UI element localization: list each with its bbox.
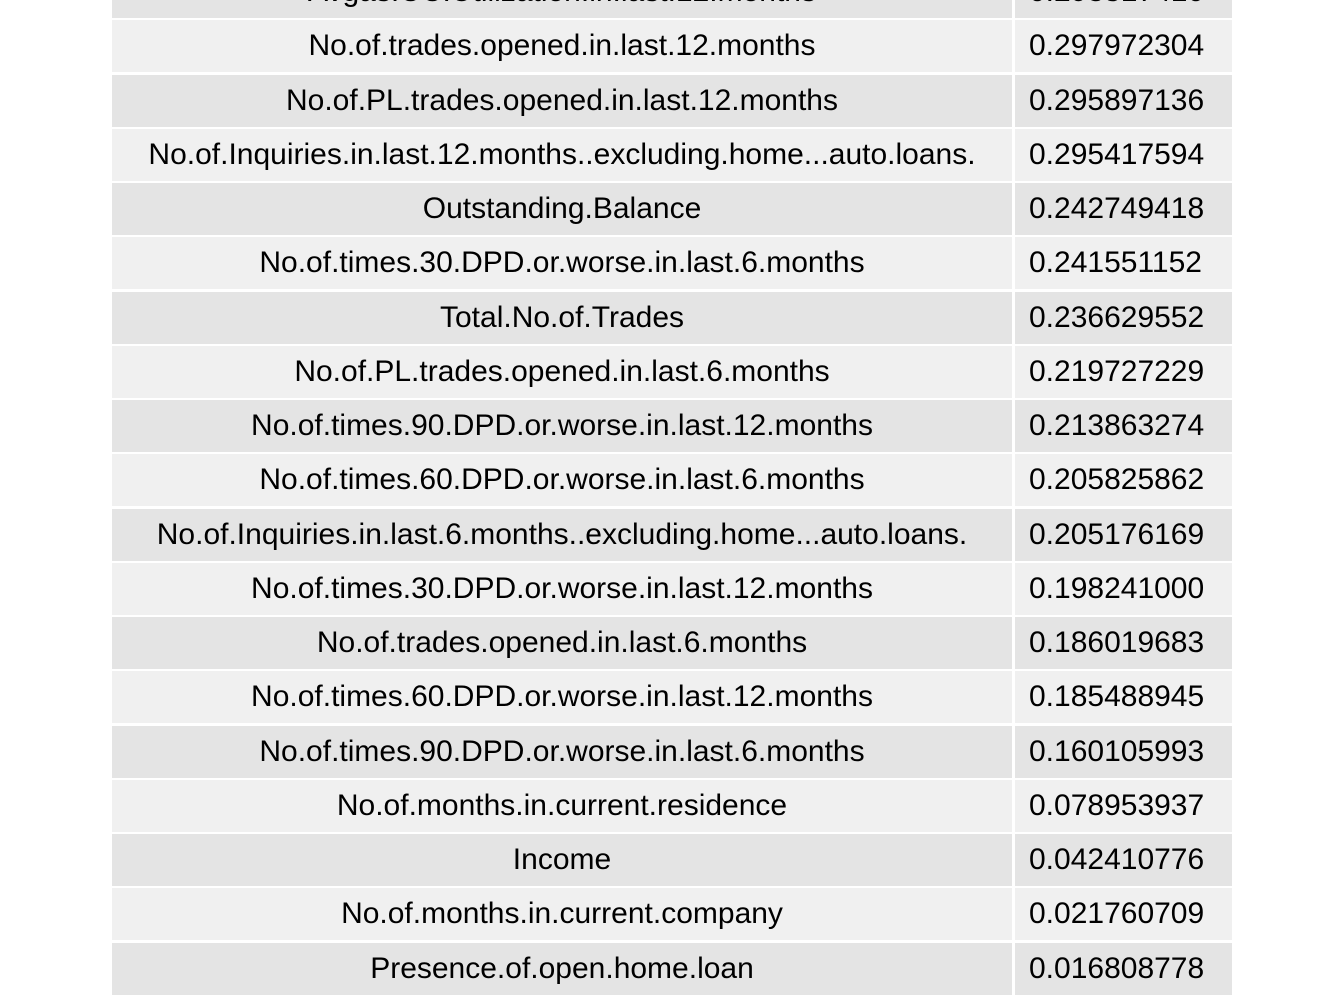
variable-name-cell: No.of.times.60.DPD.or.worse.in.last.6.mo… — [112, 454, 1012, 507]
value-cell: 0.242749418 — [1015, 183, 1232, 235]
value-cell: 0.298317410 — [1015, 0, 1232, 18]
variable-name-cell: No.of.months.in.current.company — [112, 888, 1012, 941]
table-row: No.of.months.in.current.company 0.0217607… — [112, 888, 1232, 941]
variable-name-cell: No.of.times.60.DPD.or.worse.in.last.12.m… — [112, 671, 1012, 724]
value-cell: 0.198241000 — [1015, 562, 1232, 615]
variable-name-cell: Outstanding.Balance — [112, 183, 1012, 235]
value-cell: 0.205825862 — [1015, 454, 1232, 507]
table-row: No.of.times.30.DPD.or.worse.in.last.6.mo… — [112, 237, 1232, 290]
value-cell: 0.219727229 — [1015, 345, 1232, 398]
variable-name-cell: No.of.times.90.DPD.or.worse.in.last.6.mo… — [112, 725, 1012, 778]
variable-name-cell: No.of.Inquiries.in.last.12.months..exclu… — [112, 128, 1012, 181]
correlation-table: Avgas.CC.Utilization.in.last.12.months0.… — [112, 0, 1232, 997]
value-cell: 0.205176169 — [1015, 508, 1232, 561]
variable-name-cell: No.of.PL.trades.opened.in.last.12.months — [112, 74, 1012, 127]
table-row: No.of.PL.trades.opened.in.last.6.months 0… — [112, 345, 1232, 398]
table-row: No.of.Inquiries.in.last.6.months..exclud… — [112, 508, 1232, 561]
variable-name-cell: No.of.times.30.DPD.or.worse.in.last.12.m… — [112, 562, 1012, 615]
table-row: Outstanding.Balance 0.242749418 — [112, 183, 1232, 235]
table-row: No.of.times.90.DPD.or.worse.in.last.6.mo… — [112, 725, 1232, 778]
value-cell: 0.185488945 — [1015, 671, 1232, 724]
value-cell: 0.186019683 — [1015, 617, 1232, 669]
variable-name-cell: No.of.PL.trades.opened.in.last.6.months — [112, 345, 1012, 398]
value-cell: 0.078953937 — [1015, 779, 1232, 832]
table-row: No.of.trades.opened.in.last.6.months 0.18… — [112, 617, 1232, 669]
variable-name-cell: No.of.months.in.current.residence — [112, 779, 1012, 832]
table-row: No.of.trades.opened.in.last.12.months 0.2… — [112, 20, 1232, 73]
value-cell: 0.213863274 — [1015, 400, 1232, 452]
table-row: Presence.of.open.home.loan 0.016808778 — [112, 942, 1232, 995]
table-row: Income 0.042410776 — [112, 834, 1232, 886]
variable-name-cell: No.of.trades.opened.in.last.6.months — [112, 617, 1012, 669]
variable-name-cell: Presence.of.open.home.loan — [112, 942, 1012, 995]
variable-name-cell: Avgas.CC.Utilization.in.last.12.months — [112, 0, 1012, 18]
variable-name-cell: Total.No.of.Trades — [112, 291, 1012, 344]
table-row: No.of.times.30.DPD.or.worse.in.last.12.m… — [112, 562, 1232, 615]
table-row: No.of.PL.trades.opened.in.last.12.months… — [112, 74, 1232, 127]
value-cell: 0.042410776 — [1015, 834, 1232, 886]
value-cell: 0.241551152 — [1015, 237, 1232, 290]
table-row: Avgas.CC.Utilization.in.last.12.months0.… — [112, 0, 1232, 18]
variable-name-cell: No.of.trades.opened.in.last.12.months — [112, 20, 1012, 73]
value-cell: 0.236629552 — [1015, 291, 1232, 344]
table-row: Total.No.of.Trades 0.236629552 — [112, 291, 1232, 344]
variable-name-cell: Income — [112, 834, 1012, 886]
value-cell: 0.297972304 — [1015, 20, 1232, 73]
value-cell: 0.016808778 — [1015, 942, 1232, 995]
table-row: No.of.times.60.DPD.or.worse.in.last.12.m… — [112, 671, 1232, 724]
value-cell: 0.021760709 — [1015, 888, 1232, 941]
value-cell: 0.295897136 — [1015, 74, 1232, 127]
table-row: No.of.Inquiries.in.last.12.months..exclu… — [112, 128, 1232, 181]
variable-name-cell: No.of.times.90.DPD.or.worse.in.last.12.m… — [112, 400, 1012, 452]
table-row: No.of.times.60.DPD.or.worse.in.last.6.mo… — [112, 454, 1232, 507]
value-cell: 0.160105993 — [1015, 725, 1232, 778]
variable-name-cell: No.of.Inquiries.in.last.6.months..exclud… — [112, 508, 1012, 561]
variable-name-cell: No.of.times.30.DPD.or.worse.in.last.6.mo… — [112, 237, 1012, 290]
table-row: No.of.times.90.DPD.or.worse.in.last.12.m… — [112, 400, 1232, 452]
value-cell: 0.295417594 — [1015, 128, 1232, 181]
table-row: No.of.months.in.current.residence 0.07895… — [112, 779, 1232, 832]
